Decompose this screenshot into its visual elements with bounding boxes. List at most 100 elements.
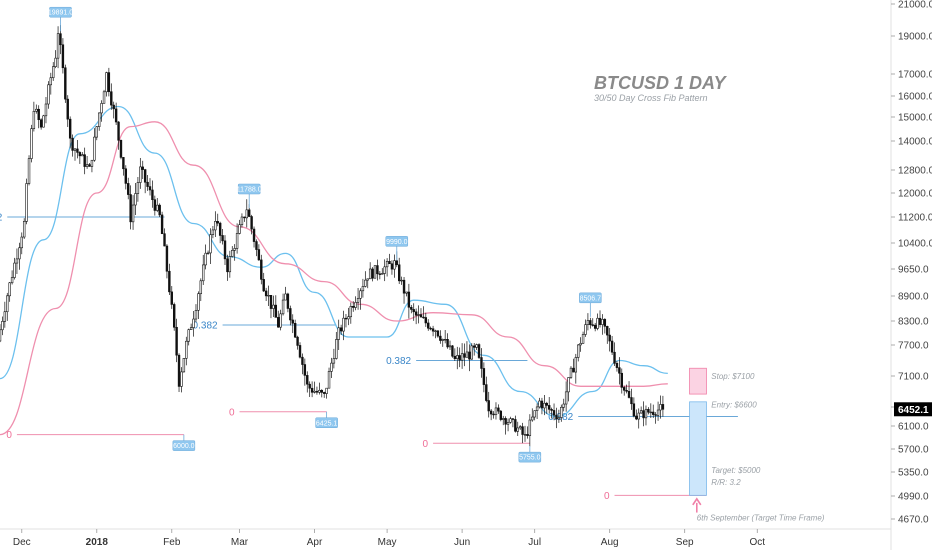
- candle-body: [318, 389, 321, 393]
- candle-body: [344, 317, 348, 320]
- peak-label: 5755.0: [518, 446, 542, 463]
- last-price-bg: [894, 402, 932, 417]
- y-tick-label: 10400.0: [898, 239, 932, 250]
- candle-body: [151, 189, 154, 200]
- candle-body: [506, 421, 510, 425]
- candle-body: [105, 72, 108, 93]
- candle-body: [252, 228, 256, 242]
- candle-body: [535, 406, 539, 411]
- candle-body: [477, 344, 481, 358]
- candle-body: [482, 368, 486, 385]
- candle-body: [231, 250, 234, 257]
- candle-body: [143, 169, 147, 183]
- candle-body: [526, 434, 529, 436]
- x-tick-label: Jul: [528, 537, 541, 548]
- candle-body: [446, 339, 449, 348]
- candle-body: [615, 362, 619, 368]
- last-price-text: 6452.1: [898, 405, 929, 416]
- chart-subtitle: 30/50 Day Cross Fib Pattern: [594, 93, 708, 103]
- candle-body: [410, 306, 413, 310]
- trade-zone-target: [689, 401, 707, 496]
- candle-body: [320, 389, 323, 393]
- candle-body: [322, 392, 326, 394]
- candle-body: [71, 137, 74, 151]
- candle-body: [238, 224, 241, 234]
- fib-level-label: 0: [604, 491, 610, 502]
- candle-body: [327, 371, 331, 389]
- candle-body: [122, 157, 125, 170]
- y-tick-label: 8900.0: [898, 292, 929, 303]
- peak-label: 19891.0: [48, 6, 73, 32]
- peak-label-text: 6000.0: [173, 443, 195, 450]
- candle-body: [339, 327, 343, 332]
- moving-average-line-1: [0, 105, 668, 418]
- candle-body: [194, 310, 198, 320]
- candle-body: [373, 265, 377, 279]
- candle-body: [414, 311, 418, 316]
- y-tick-label: 9650.0: [898, 265, 929, 276]
- candle-body: [93, 136, 96, 161]
- candle-body: [250, 216, 253, 230]
- candle-body: [13, 262, 16, 278]
- peak-labels-layer: 19891.0 6000.0 11788.0 6425.1 9990.0 5755.0 85…: [48, 6, 602, 463]
- peak-label-box: [49, 6, 72, 18]
- candle-body: [417, 314, 420, 316]
- candle-body: [381, 273, 384, 275]
- candle-body: [548, 405, 551, 410]
- arrow-head: [692, 497, 702, 506]
- candle-body: [352, 306, 355, 308]
- candle-body: [371, 268, 374, 279]
- candle-body: [552, 410, 556, 416]
- annotation-text: Stop: $7100: [711, 372, 755, 381]
- candle-body: [112, 104, 115, 110]
- y-tick-label: 21000.0: [898, 0, 932, 11]
- candle-body: [129, 194, 132, 223]
- candle-body: [518, 426, 522, 429]
- candles-layer: [0, 25, 665, 447]
- candle-body: [593, 324, 597, 329]
- candle-body: [661, 404, 665, 410]
- candle-body: [39, 119, 43, 128]
- candle-body: [649, 411, 653, 414]
- candle-body: [603, 319, 607, 327]
- peak-label-box: [315, 417, 338, 428]
- y-tick-label: 7700.0: [898, 341, 929, 352]
- candle-body: [10, 277, 14, 284]
- candle-body: [376, 265, 379, 275]
- candle-body: [56, 33, 60, 59]
- candle-body: [465, 351, 469, 358]
- candle-body: [606, 326, 609, 336]
- y-tick-label: 12800.0: [898, 166, 932, 177]
- candle-body: [402, 279, 406, 294]
- candle-body: [272, 304, 275, 309]
- candle-body: [463, 353, 466, 358]
- peak-label: 8506.7: [579, 292, 602, 317]
- candle-body: [6, 295, 9, 313]
- x-tick-label: Jun: [454, 537, 470, 548]
- candle-body: [632, 403, 636, 417]
- candle-body: [301, 356, 304, 365]
- candle-body: [591, 324, 594, 326]
- candle-body: [15, 258, 19, 264]
- candle-body: [119, 139, 123, 158]
- candle-body: [83, 154, 86, 167]
- candle-body: [277, 317, 280, 328]
- peak-label: 9990.0: [385, 236, 409, 261]
- candle-body: [114, 108, 118, 123]
- candle-body: [560, 406, 563, 418]
- candle-body: [189, 327, 193, 330]
- y-tick-label: 7100.0: [898, 372, 929, 383]
- candle-body: [310, 387, 314, 393]
- candle-body: [306, 375, 309, 385]
- candle-body: [487, 400, 490, 412]
- candle-body: [390, 263, 394, 270]
- peak-label-text: 8506.7: [580, 295, 602, 302]
- candle-body: [303, 364, 307, 376]
- candle-body: [610, 340, 614, 353]
- candle-body: [516, 427, 519, 432]
- candle-body: [170, 291, 173, 305]
- candle-body: [584, 324, 587, 335]
- candle-body: [158, 204, 161, 216]
